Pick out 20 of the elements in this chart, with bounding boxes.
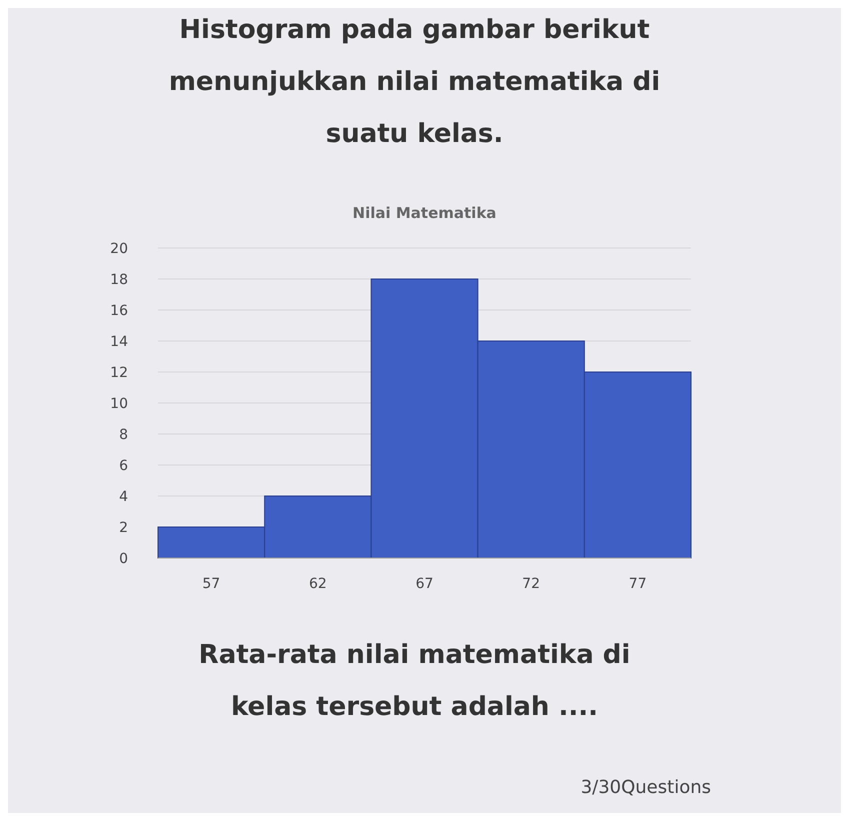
text: Histogram pada gambar berikut menunjukkan nilai matematika di suatu kelas. — [168, 15, 660, 149]
y-tick-label: 20 — [110, 241, 128, 257]
x-tick-label: 57 — [202, 576, 220, 592]
x-tick-label: 77 — [628, 576, 647, 592]
x-tick-label: 72 — [522, 576, 540, 592]
y-tick-label: 6 — [119, 458, 128, 474]
chart-title: Nilai Matematika — [352, 204, 496, 222]
y-tick-label: 12 — [110, 365, 128, 381]
y-tick-label: 18 — [110, 272, 128, 288]
text: Rata-rata nilai matematika di kelas tersebut adalah .... — [198, 640, 630, 722]
y-tick-label: 4 — [119, 489, 128, 505]
text: 3/30Questions — [580, 777, 711, 798]
x-tick-label: 67 — [416, 576, 434, 592]
y-tick-label: 16 — [110, 303, 128, 319]
y-tick-label: 8 — [119, 427, 128, 443]
y-tick-label: 10 — [110, 396, 128, 412]
y-tick-label: 2 — [119, 520, 128, 536]
y-tick-label: 14 — [110, 334, 128, 350]
x-tick-label: 62 — [308, 576, 327, 592]
y-tick-label: 0 — [119, 551, 128, 567]
